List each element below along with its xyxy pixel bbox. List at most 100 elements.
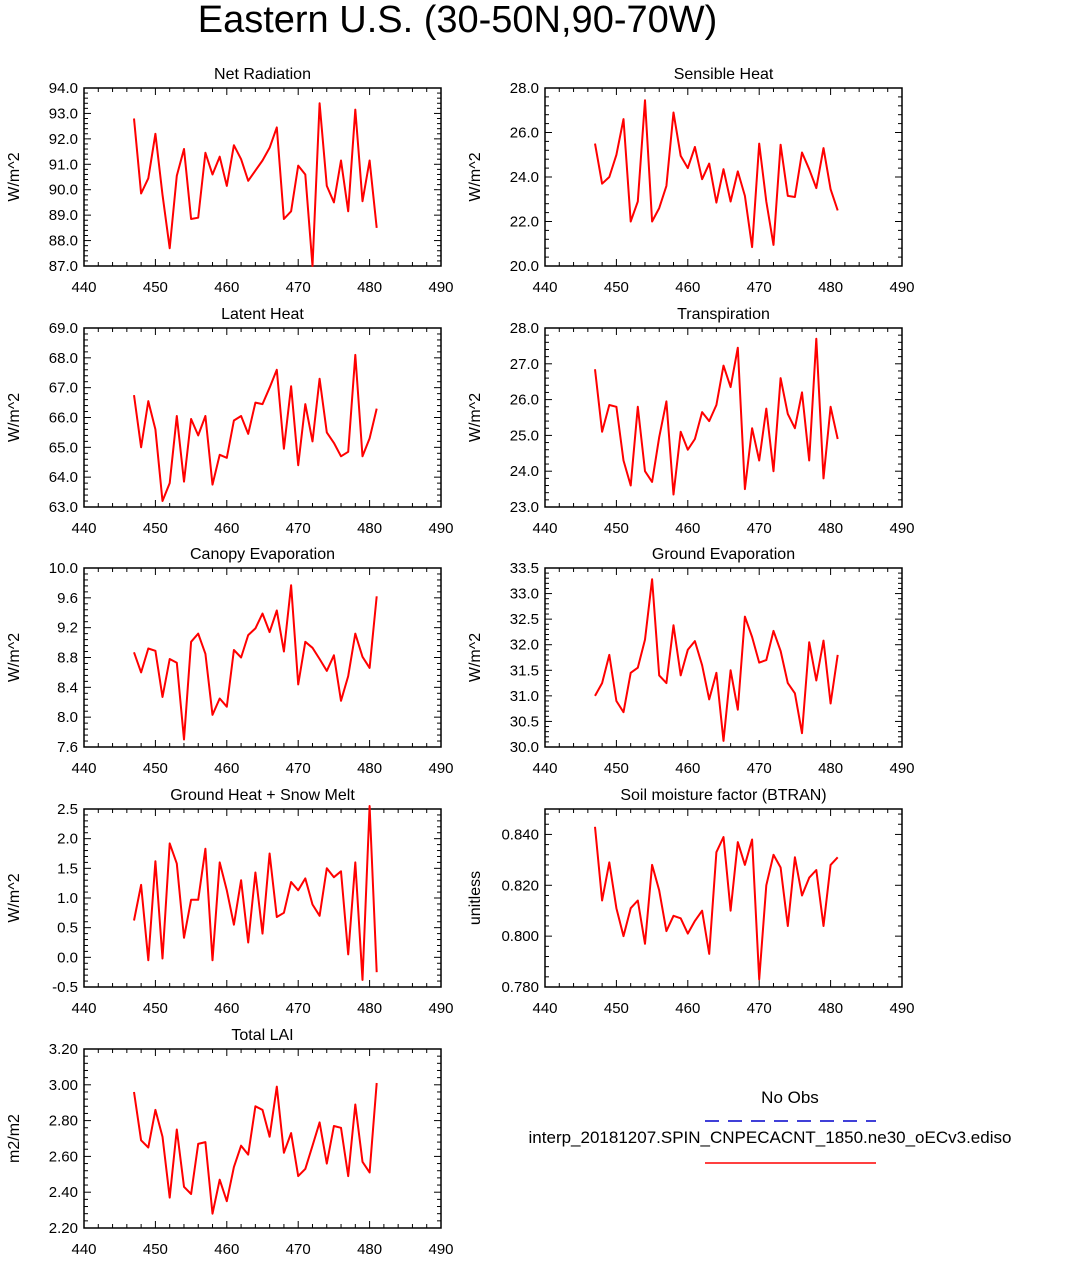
- y-tick-label: 9.6: [57, 590, 78, 607]
- chart-panel-1: 440 450 460 470 480 490 87.0 88.0 89.0 90.0 91.0 92…: [6, 66, 454, 296]
- series-line: [594, 826, 839, 981]
- y-tick-label: 23.0: [510, 499, 539, 516]
- x-tick-label: 470: [286, 279, 311, 296]
- x-tick-label: 480: [357, 520, 382, 537]
- y-tick-label: 2.60: [49, 1148, 78, 1165]
- x-tick-label: 470: [747, 1000, 772, 1017]
- series-line: [133, 584, 378, 741]
- x-tick-label: 450: [143, 1241, 168, 1258]
- plot-frame: [83, 1048, 442, 1229]
- panel-title: Net Radiation: [214, 66, 311, 83]
- y-tick-label: 90.0: [49, 182, 78, 199]
- chart-panel-4: 440 450 460 470 480 490 23.0 24.0 25.0 26.0 27.0 28…: [467, 306, 915, 537]
- x-tick-label: 470: [286, 760, 311, 777]
- x-tick-label: 470: [747, 279, 772, 296]
- x-tick-label: 450: [604, 1000, 629, 1017]
- legend-model-label: interp_20181207.SPIN_CNPECACNT_1850.ne30…: [528, 1128, 1012, 1147]
- y-tick-label: 2.40: [49, 1184, 78, 1201]
- y-tick-label: 0.780: [501, 979, 539, 996]
- y-axis-label: W/m^2: [467, 152, 484, 201]
- x-tick-label: 490: [428, 520, 453, 537]
- y-tick-label: 64.0: [49, 469, 78, 486]
- y-tick-label: 24.0: [510, 463, 539, 480]
- x-tick-label: 490: [428, 279, 453, 296]
- series-line: [133, 102, 378, 267]
- panel-title: Soil moisture factor (BTRAN): [620, 787, 826, 804]
- y-axis-label: W/m^2: [467, 633, 484, 682]
- panel-title: Ground Heat + Snow Melt: [170, 787, 355, 804]
- y-tick-label: 7.6: [57, 739, 78, 756]
- legend-obs-label: No Obs: [761, 1088, 819, 1107]
- x-tick-label: 490: [889, 279, 914, 296]
- x-tick-label: 460: [675, 760, 700, 777]
- y-tick-label: 68.0: [49, 350, 78, 367]
- chart-panel-9: 440 450 460 470 480 490 2.20 2.40 2.60 2.80 3.00 3.…: [6, 1027, 454, 1258]
- plot-frame: [83, 567, 442, 748]
- panel-title: Ground Evaporation: [652, 546, 795, 563]
- series-line: [594, 578, 839, 742]
- series-line: [133, 805, 378, 981]
- x-tick-label: 450: [143, 520, 168, 537]
- y-tick-label: 10.0: [49, 560, 78, 577]
- y-tick-label: 30.0: [510, 739, 539, 756]
- x-tick-label: 460: [214, 1000, 239, 1017]
- x-tick-label: 470: [747, 760, 772, 777]
- y-tick-label: 27.0: [510, 356, 539, 373]
- y-tick-label: 3.00: [49, 1077, 78, 1094]
- x-tick-label: 450: [143, 760, 168, 777]
- x-tick-label: 470: [747, 520, 772, 537]
- y-tick-label: 0.800: [501, 928, 539, 945]
- x-tick-label: 480: [357, 1000, 382, 1017]
- chart-panel-7: 440 450 460 470 480 490 -0.5 0.0 0.5 1.0 1.5 2.0 2.5…: [6, 787, 454, 1017]
- y-tick-label: 93.0: [49, 105, 78, 122]
- x-tick-label: 460: [675, 1000, 700, 1017]
- y-tick-label: 32.0: [510, 637, 539, 654]
- y-tick-label: 0.820: [501, 877, 539, 894]
- y-axis-label: W/m^2: [467, 393, 484, 442]
- x-tick-label: 480: [818, 520, 843, 537]
- y-tick-label: 65.0: [49, 439, 78, 456]
- y-axis-label: W/m^2: [6, 633, 23, 682]
- y-tick-label: 2.0: [57, 831, 78, 848]
- y-tick-label: 0.5: [57, 920, 78, 937]
- x-tick-label: 490: [889, 760, 914, 777]
- y-tick-label: 25.0: [510, 427, 539, 444]
- x-tick-label: 440: [71, 760, 96, 777]
- x-tick-label: 460: [214, 1241, 239, 1258]
- plot-frame: [544, 808, 903, 988]
- y-tick-label: 0.0: [57, 949, 78, 966]
- x-tick-label: 470: [286, 1241, 311, 1258]
- y-tick-label: 94.0: [49, 80, 78, 97]
- x-tick-label: 440: [71, 1000, 96, 1017]
- chart-panel-2: 440 450 460 470 480 490 20.0 22.0 24.0 26.0 28.0 Se…: [467, 66, 915, 296]
- x-tick-label: 480: [818, 1000, 843, 1017]
- y-tick-label: 33.5: [510, 560, 539, 577]
- x-tick-label: 490: [889, 520, 914, 537]
- x-tick-label: 480: [357, 760, 382, 777]
- plot-frame: [544, 327, 903, 508]
- panel-title: Canopy Evaporation: [190, 546, 335, 563]
- y-axis-label: m2/m2: [6, 1114, 23, 1163]
- plot-frame: [83, 87, 442, 267]
- y-tick-label: 1.0: [57, 890, 78, 907]
- y-axis-label: W/m^2: [6, 873, 23, 922]
- series-line: [133, 353, 378, 502]
- x-tick-label: 480: [357, 1241, 382, 1258]
- y-axis-label: W/m^2: [6, 393, 23, 442]
- y-tick-label: -0.5: [52, 979, 78, 996]
- y-tick-label: 8.4: [57, 679, 78, 696]
- y-tick-label: 8.8: [57, 650, 78, 667]
- series-line: [133, 1082, 378, 1215]
- x-tick-label: 460: [214, 760, 239, 777]
- y-tick-label: 31.5: [510, 662, 539, 679]
- y-tick-label: 22.0: [510, 214, 539, 231]
- y-tick-label: 9.2: [57, 620, 78, 637]
- y-tick-label: 89.0: [49, 207, 78, 224]
- series-line: [594, 99, 839, 249]
- x-tick-label: 460: [214, 520, 239, 537]
- y-tick-label: 2.20: [49, 1220, 78, 1237]
- y-tick-label: 2.80: [49, 1113, 78, 1130]
- y-tick-label: 26.0: [510, 392, 539, 409]
- x-tick-label: 450: [604, 760, 629, 777]
